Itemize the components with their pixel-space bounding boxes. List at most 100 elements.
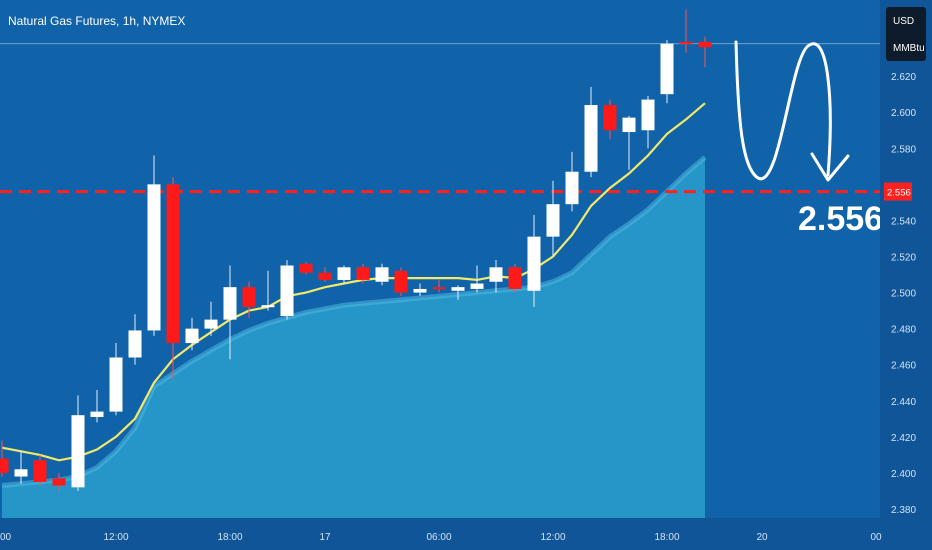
candle[interactable] [166,177,180,380]
y-tick-label: 2.440 [891,397,916,408]
candle[interactable] [109,343,123,416]
x-tick-label: 20 [756,532,768,543]
ema-layer [1,102,706,462]
candle-body [299,263,313,273]
candle[interactable] [584,86,598,178]
forecast-arrowhead [810,152,850,182]
x-tick-label: 18:00 [217,532,242,543]
forecast-curve [734,40,832,180]
candle[interactable] [185,317,199,351]
candle[interactable] [527,215,541,307]
unit-label: MMBtu [893,43,925,54]
candle-body [489,267,503,282]
candle[interactable] [261,270,275,311]
candle-body [660,43,674,95]
candle-body [185,328,199,344]
candle-body [33,460,47,482]
candle[interactable] [470,265,484,293]
candle[interactable] [280,260,294,320]
price-axis-panel [880,0,932,550]
candle-body [565,171,579,205]
candle-body [375,267,389,282]
candle[interactable] [489,260,503,293]
candle[interactable] [0,440,9,477]
candle[interactable] [242,281,256,318]
candle[interactable] [71,395,85,491]
y-tick-label: 2.420 [891,433,916,444]
candle[interactable] [698,36,712,68]
candle[interactable] [622,115,636,170]
candle[interactable] [318,267,332,282]
candle-body [147,184,161,331]
candle-body [261,305,275,308]
candle-body [14,469,28,477]
candle-body [109,357,123,412]
candle[interactable] [508,263,522,293]
currency-label: USD [893,16,914,27]
area-layer [1,155,707,519]
candle[interactable] [223,265,237,360]
forecast-arrow [734,40,850,182]
candle-body [470,283,484,289]
candle[interactable] [451,285,465,300]
y-tick-label: 2.540 [891,216,916,227]
candle-body [280,265,294,317]
candle[interactable] [546,180,560,257]
candle-body [318,272,332,280]
candle[interactable] [375,263,389,286]
candle-body [508,267,522,289]
candle[interactable] [660,40,674,104]
y-tick-label: 2.500 [891,289,916,300]
candle-body [356,267,370,280]
candle[interactable] [52,472,66,491]
x-tick-label: 12:00 [103,532,128,543]
unit-badge[interactable] [886,7,926,61]
candle[interactable] [603,99,617,140]
y-tick-label: 2.460 [891,361,916,372]
x-tick-label: 00 [0,532,12,543]
y-axis-ticks: 2.380 2.400 2.420 2.440 2.460 2.480 2.500 2.520… [891,72,916,516]
candle[interactable] [356,263,370,284]
area-fill [2,157,705,519]
candle[interactable] [337,265,351,284]
candle-body [698,41,712,48]
candle-body [641,99,655,131]
area-line [1,155,707,488]
candle-body [204,319,218,329]
y-tick-label: 2.380 [891,505,916,516]
x-tick-label: 17 [319,532,331,543]
candle[interactable] [128,314,142,365]
candle-body [622,117,636,133]
y-tick-label: 2.620 [891,72,916,83]
candle[interactable] [204,301,218,336]
candle[interactable] [413,283,427,297]
x-tick-label: 12:00 [540,532,565,543]
y-tick-label: 2.600 [891,108,916,119]
candle[interactable] [679,9,693,53]
candle[interactable] [147,155,161,336]
candle[interactable] [641,95,655,149]
x-axis-ticks: 00 12:00 18:00 17 06:00 12:00 18:00 20 00 [0,532,882,543]
candle[interactable] [565,151,579,212]
candle-body [52,478,66,486]
candle[interactable] [432,279,446,293]
y-tick-label: 2.580 [891,144,916,155]
candle[interactable] [394,267,408,297]
candle[interactable] [33,454,47,486]
candle-body [166,184,180,344]
candles-layer[interactable] [0,9,712,491]
candle-body [432,287,446,290]
candle[interactable] [299,261,313,275]
candle-body [679,41,693,44]
candle-body [413,288,427,293]
candle-body [546,204,560,237]
y-tick-label: 2.400 [891,469,916,480]
candle[interactable] [14,451,28,484]
y-tick-label: 2.520 [891,253,916,264]
chart-title: Natural Gas Futures, 1h, NYMEX [8,14,185,28]
candle-body [0,458,9,473]
x-tick-label: 06:00 [426,532,451,543]
candle[interactable] [90,389,104,423]
x-tick-label: 00 [870,532,882,543]
